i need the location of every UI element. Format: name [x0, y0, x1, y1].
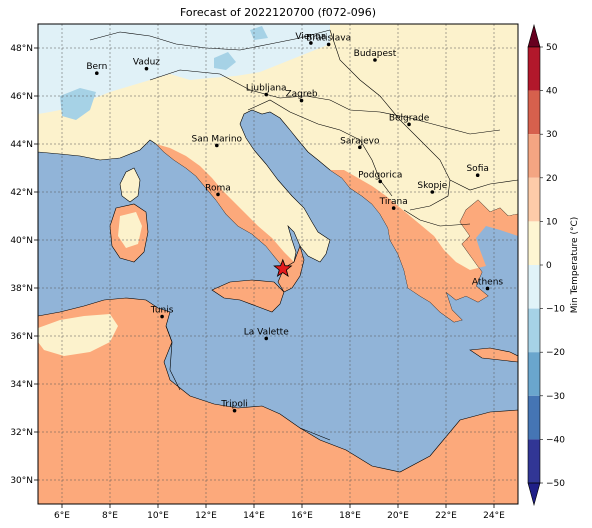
colorbar-segment — [528, 134, 540, 178]
city-dot — [264, 336, 269, 341]
city-label: Roma — [205, 183, 231, 193]
colorbar-tick-label: −30 — [546, 392, 565, 402]
colorbar-bottom-arrow — [527, 482, 541, 507]
land-tunisia-warm — [38, 314, 118, 356]
land-corsica — [119, 167, 141, 203]
city-dot — [95, 71, 99, 75]
city-dot — [475, 173, 480, 177]
x-tick-label: 6°E — [54, 511, 70, 521]
city-label: Budapest — [354, 49, 397, 59]
colorbar-tick-label: 0 — [546, 261, 552, 271]
city-dot — [216, 192, 220, 197]
colorbar-segment — [528, 352, 540, 396]
colorbar-label: Min Temperature (°C) — [570, 217, 580, 314]
y-tick-label: 30°N — [10, 476, 33, 486]
y-tick-label: 36°N — [10, 332, 33, 342]
city-dot — [144, 66, 149, 71]
city-label: Vienna — [295, 32, 326, 42]
x-tick-label: 16°E — [291, 511, 313, 521]
city-label: Ljubljana — [246, 84, 287, 94]
map-frame — [37, 23, 519, 505]
land-calabria — [277, 245, 305, 293]
city-label: Tunis — [150, 306, 174, 316]
x-tick-label: 8°E — [102, 511, 118, 521]
colorbar-segment — [528, 90, 540, 135]
star-icon — [273, 258, 293, 278]
city-dot — [378, 179, 383, 184]
city-label: San Marino — [192, 134, 243, 144]
y-tick-label: 34°N — [10, 380, 33, 390]
city-label: Skopje — [417, 181, 447, 191]
city-label: Sofia — [466, 164, 488, 174]
land-crete — [469, 347, 518, 363]
city-label: Athens — [472, 277, 503, 287]
city-dot — [358, 145, 362, 150]
x-tick-label: 10°E — [147, 511, 169, 521]
city-label: Zagreb — [285, 90, 317, 100]
city-label: Bratislava — [306, 33, 351, 43]
x-tick-label: 24°E — [483, 511, 505, 521]
colorbar-segment — [528, 177, 540, 222]
land-adriatic-coast — [330, 170, 518, 322]
x-tick-label: 20°E — [387, 511, 409, 521]
y-tick-label: 38°N — [10, 284, 33, 294]
city-dot — [430, 190, 435, 194]
map-title: Forecast of 2022120700 (f072-096) — [179, 6, 377, 19]
x-tick-label: 12°E — [195, 511, 217, 521]
colorbar-tick-label: 10 — [546, 217, 558, 227]
x-tick-label: 14°E — [243, 511, 265, 521]
city-label: Belgrade — [389, 113, 430, 123]
city-dot — [326, 42, 331, 47]
city-label: Podgorica — [358, 170, 402, 180]
colorbar-segment — [528, 47, 540, 91]
y-tick-label: 48°N — [10, 44, 33, 54]
city-label: Tripoli — [220, 400, 248, 410]
city-label: Tirana — [379, 197, 408, 207]
colorbar-segment — [528, 308, 540, 353]
y-tick-label: 42°N — [10, 188, 33, 198]
colorbar-tick-label: −40 — [546, 435, 565, 445]
city-dot — [485, 286, 490, 291]
city-label: Sarajevo — [340, 136, 380, 146]
x-tick-label: 22°E — [435, 511, 457, 521]
city-dot — [391, 206, 396, 210]
colorbar-segment — [528, 395, 540, 440]
colorbar-tick-label: 30 — [546, 130, 558, 140]
x-tick-label: 18°E — [339, 511, 361, 521]
city-dot — [264, 92, 269, 97]
colorbar-tick-label: −10 — [546, 305, 565, 315]
colorbar-tick-label: −50 — [546, 479, 565, 489]
colorbar-segment — [528, 221, 540, 265]
gridlines — [38, 24, 518, 504]
axis-ticks: 6°E 8°E 10°E 12°E 14°E 16°E 18°E 20°E 22°E 24°E 48… — [10, 44, 505, 521]
y-tick-label: 44°N — [10, 140, 33, 150]
city-dot — [215, 143, 219, 148]
city-dot — [373, 58, 377, 62]
colorbar-tick-label: 20 — [546, 174, 558, 184]
city-label: Bern — [86, 62, 107, 72]
city-dot — [299, 98, 304, 103]
colorbar-tick-label: −20 — [546, 348, 565, 358]
y-tick-label: 32°N — [10, 428, 33, 438]
city-label: La Valette — [244, 327, 289, 337]
y-tick-label: 40°N — [10, 236, 33, 246]
colorbar: 50 40 30 20 10 0 −10 −20 −30 −40 −50 Min Temperatur… — [527, 23, 580, 507]
city-label: Vaduz — [133, 58, 160, 68]
colorbar-top-arrow — [527, 23, 541, 48]
city-dot — [407, 122, 411, 127]
colorbar-segment — [528, 439, 540, 483]
colorbar-segment — [528, 265, 540, 309]
colorbar-tick-label: 50 — [546, 43, 558, 53]
land-sardinia-core — [118, 212, 142, 248]
land-alps-colder — [60, 26, 268, 120]
land-italy-warm-band — [156, 144, 294, 268]
city-dot — [309, 41, 313, 45]
city-dot — [160, 314, 164, 319]
y-tick-label: 46°N — [10, 92, 33, 102]
colorbar-tick-label: 40 — [546, 87, 558, 97]
city-dot — [232, 408, 237, 413]
